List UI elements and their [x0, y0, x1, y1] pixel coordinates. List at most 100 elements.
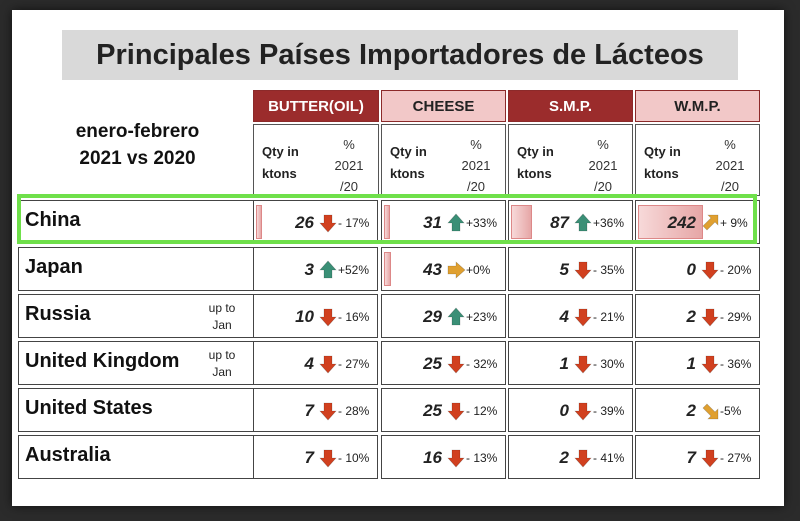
pct-change: +33% [466, 216, 498, 230]
table-row: China 26 - 17% 31 +33% 87 +36% 242 + 9% [18, 200, 760, 246]
table-row: United States 7 - 28% 25 - 12% 0 - 39% 2 -5% [18, 388, 760, 434]
qty-label: Qty in ktons [517, 144, 554, 181]
trend-up-right-arrow-icon [700, 213, 720, 233]
value-cell: 3 +52% [253, 247, 378, 291]
value-cell: 25 - 32% [381, 341, 506, 385]
trend-down-arrow-icon [446, 401, 466, 421]
qty-label: Qty in ktons [390, 144, 427, 181]
trend-down-arrow-icon [318, 307, 338, 327]
period-months: enero-febrero [75, 121, 200, 142]
value-cell: 2 - 41% [508, 435, 633, 479]
trend-down-arrow-icon [700, 307, 720, 327]
value-cell: 1 - 36% [635, 341, 760, 385]
value-cell: 2 -5% [635, 388, 760, 432]
qty-value: 0 [686, 260, 696, 279]
pct-change: - 29% [720, 310, 752, 324]
qty-value: 7 [686, 448, 696, 467]
value-cell: 2 - 29% [635, 294, 760, 338]
pct-change: - 27% [338, 357, 370, 371]
trend-up-arrow-icon [318, 260, 338, 280]
trend-down-arrow-icon [573, 401, 593, 421]
qty-value: 87 [550, 213, 569, 232]
subheader-butter: Qty in ktons % 2021/20 [253, 124, 379, 196]
value-cell: 0 - 39% [508, 388, 633, 432]
subheader-wmp: Qty in ktons % 2021/20 [635, 124, 760, 196]
value-cell: 7 - 28% [253, 388, 378, 432]
value-cell: 16 - 13% [381, 435, 506, 479]
country-name: United Kingdom [25, 350, 180, 372]
trend-up-arrow-icon [573, 213, 593, 233]
country-cell: United States [18, 388, 255, 432]
value-cell: 4 - 21% [508, 294, 633, 338]
column-header-smp: S.M.P. [508, 90, 633, 122]
value-cell: 25 - 12% [381, 388, 506, 432]
qty-value: 16 [423, 448, 442, 467]
pct-change: - 20% [720, 263, 752, 277]
trend-down-arrow-icon [573, 307, 593, 327]
qty-value: 7 [304, 448, 314, 467]
pct-change: - 10% [338, 451, 370, 465]
value-cell: 242 + 9% [635, 200, 760, 244]
qty-value: 0 [559, 401, 569, 420]
data-bar [638, 205, 703, 239]
column-header-cheese: CHEESE [381, 90, 506, 122]
qty-label: Qty in ktons [262, 144, 299, 181]
qty-value: 1 [686, 354, 696, 373]
country-name: United States [25, 397, 153, 419]
period-note: up to Jan [208, 348, 236, 379]
qty-value: 43 [423, 260, 442, 279]
value-cell: 5 - 35% [508, 247, 633, 291]
value-cell: 10 - 16% [253, 294, 378, 338]
country-name: China [25, 209, 81, 231]
trend-up-arrow-icon [446, 307, 466, 327]
value-cell: 4 - 27% [253, 341, 378, 385]
trend-right-arrow-icon [446, 260, 466, 280]
pct-change: - 30% [593, 357, 625, 371]
table-row: Japan 3 +52% 43 +0% 5 - 35% 0 - 20% [18, 247, 760, 293]
table-row: Russia up to Jan 10 - 16% 29 +23% 4 - 21% 2 - 29% [18, 294, 760, 340]
pct-label: % 2021/20 [461, 137, 491, 194]
pct-change: + 9% [720, 216, 748, 230]
qty-value: 25 [423, 401, 442, 420]
pct-label: % 2021/20 [588, 137, 618, 194]
trend-down-right-arrow-icon [700, 401, 720, 421]
pct-change: +36% [593, 216, 625, 230]
qty-value: 5 [559, 260, 569, 279]
trend-down-arrow-icon [573, 448, 593, 468]
trend-down-arrow-icon [446, 354, 466, 374]
trend-down-arrow-icon [573, 354, 593, 374]
column-header-label: S.M.P. [548, 97, 593, 115]
country-cell: Russia up to Jan [18, 294, 255, 338]
column-header-butter: BUTTER(OIL) [253, 90, 379, 122]
country-cell: Japan [18, 247, 255, 291]
qty-value: 25 [423, 354, 442, 373]
trend-down-arrow-icon [318, 401, 338, 421]
period-note: up to Jan [208, 301, 236, 332]
title-bar: Principales Países Importadores de Lácte… [62, 30, 738, 80]
data-bar [256, 205, 262, 239]
qty-value: 2 [559, 448, 569, 467]
pct-change: - 36% [720, 357, 752, 371]
country-cell: China [18, 200, 255, 244]
data-bar [384, 205, 390, 239]
value-cell: 87 +36% [508, 200, 633, 244]
subheader-cheese: Qty in ktons % 2021/20 [381, 124, 506, 196]
column-header-label: W.M.P. [674, 97, 721, 115]
qty-value: 1 [559, 354, 569, 373]
pct-change: +23% [466, 310, 498, 324]
value-cell: 29 +23% [381, 294, 506, 338]
qty-value: 26 [295, 213, 314, 232]
value-cell: 7 - 10% [253, 435, 378, 479]
pct-change: - 32% [466, 357, 498, 371]
pct-change: - 16% [338, 310, 370, 324]
pct-change: - 17% [338, 216, 370, 230]
table-row: United Kingdom up to Jan 4 - 27% 25 - 32% 1 - 3… [18, 341, 760, 387]
value-cell: 7 - 27% [635, 435, 760, 479]
pct-change: - 41% [593, 451, 625, 465]
column-header-label: CHEESE [412, 97, 475, 115]
value-cell: 43 +0% [381, 247, 506, 291]
qty-value: 4 [304, 354, 314, 373]
qty-value: 10 [295, 307, 314, 326]
pct-change: -5% [720, 404, 742, 418]
pct-change: - 35% [593, 263, 625, 277]
